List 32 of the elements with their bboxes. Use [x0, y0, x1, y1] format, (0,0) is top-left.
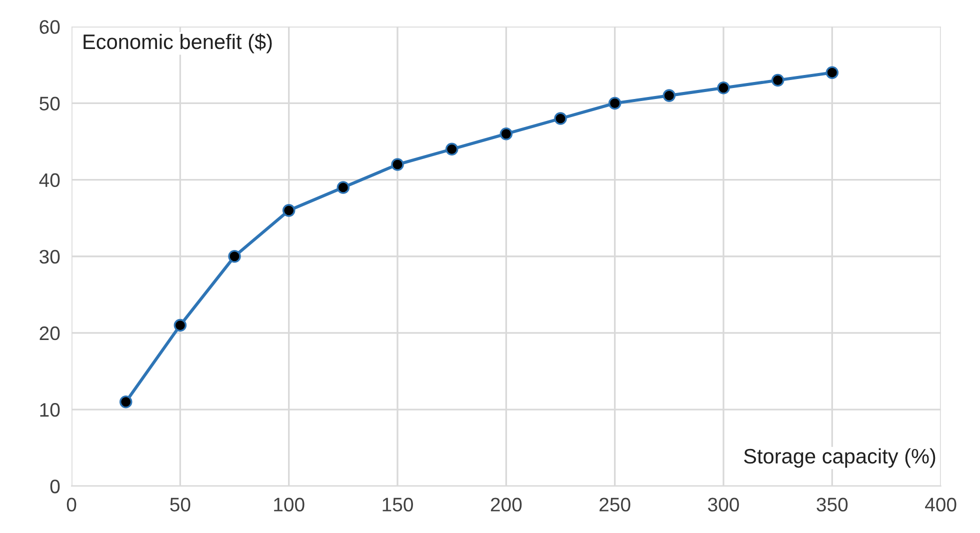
x-tick-label: 250	[600, 498, 630, 512]
x-tick-label: 50	[170, 498, 190, 512]
x-tick-label: 0	[66, 498, 76, 512]
y-tick-label: 40	[39, 173, 60, 188]
x-tick-label: 350	[816, 498, 848, 512]
y-tick-label: 30	[40, 250, 60, 264]
y-tick-label: 0	[50, 480, 60, 494]
point	[282, 204, 296, 217]
point	[554, 112, 567, 125]
point	[228, 250, 241, 263]
y-tick-label: 10	[40, 402, 60, 417]
point	[662, 89, 676, 102]
y-tick-label: 50	[40, 96, 60, 110]
x-tick-label: 100	[274, 498, 304, 512]
x-tick-label: 200	[490, 498, 522, 512]
x-tick-label: 150	[382, 498, 413, 512]
y-tick-label: 60	[40, 20, 60, 34]
point	[174, 318, 187, 332]
point	[717, 82, 730, 94]
y-tick-label: 20	[40, 326, 60, 340]
point	[500, 127, 513, 140]
point	[445, 142, 458, 156]
point	[771, 74, 784, 87]
point	[119, 395, 132, 408]
point	[336, 181, 350, 194]
point	[826, 66, 839, 79]
x-tick-label: 400	[925, 498, 956, 512]
x-axis-title: Storage capacity (%)	[744, 448, 936, 468]
y-axis-title: Economic benefit ($)	[84, 34, 272, 54]
point	[608, 96, 622, 110]
x-tick-label: 300	[708, 498, 739, 512]
point	[391, 158, 404, 171]
